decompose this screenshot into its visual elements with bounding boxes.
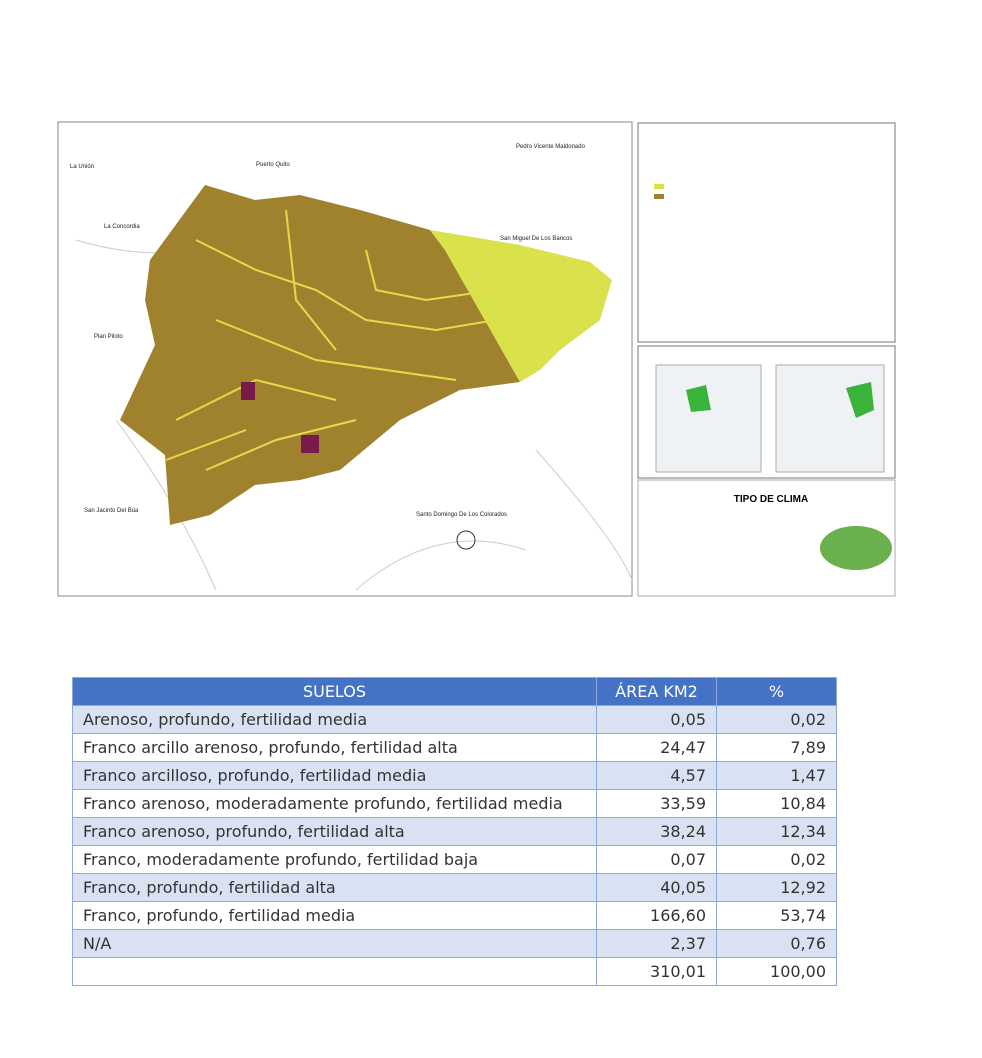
numeric-cell: 53,74 bbox=[716, 901, 837, 930]
table-row: Franco arenoso, moderadamente profundo, … bbox=[72, 789, 837, 818]
soil-cell bbox=[72, 957, 597, 986]
numeric-cell: 40,05 bbox=[596, 873, 717, 902]
soil-cell: Franco, moderadamente profundo, fertilid… bbox=[72, 845, 597, 874]
soil-cell: Franco arenoso, profundo, fertilidad alt… bbox=[72, 817, 597, 846]
table-row: Franco arcillo arenoso, profundo, fertil… bbox=[72, 733, 837, 762]
inset-map bbox=[655, 364, 762, 473]
logo bbox=[820, 526, 892, 570]
numeric-cell: 0,05 bbox=[596, 705, 717, 734]
soil-cell: Franco arcilloso, profundo, fertilidad m… bbox=[72, 761, 597, 790]
inset-highlight bbox=[686, 385, 711, 412]
table-row: Franco arcilloso, profundo, fertilidad m… bbox=[72, 761, 837, 790]
numeric-cell: 10,84 bbox=[716, 789, 837, 818]
legend-swatch bbox=[654, 194, 664, 199]
map-place-label: San Jacinto Del Búa bbox=[84, 508, 139, 514]
legend-box bbox=[637, 122, 896, 343]
header-cell: SUELOS bbox=[72, 677, 597, 706]
table-row: Franco arenoso, profundo, fertilidad alt… bbox=[72, 817, 837, 846]
numeric-cell: 0,02 bbox=[716, 845, 837, 874]
numeric-cell: 0,02 bbox=[716, 705, 837, 734]
numeric-cell: 4,57 bbox=[596, 761, 717, 790]
soil-cell: Franco arenoso, moderadamente profundo, … bbox=[72, 789, 597, 818]
numeric-cell: 38,24 bbox=[596, 817, 717, 846]
soil-cell: Franco, profundo, fertilidad media bbox=[72, 901, 597, 930]
numeric-cell: 24,47 bbox=[596, 733, 717, 762]
map-urban-area bbox=[301, 435, 319, 453]
soil-cell: Franco arcillo arenoso, profundo, fertil… bbox=[72, 733, 597, 762]
map-place-label: Santo Domingo De Los Colorados bbox=[416, 512, 507, 518]
map-place-label: San Miguel De Los Bancos bbox=[500, 236, 572, 242]
map-urban-area bbox=[241, 382, 255, 400]
numeric-cell: 310,01 bbox=[596, 957, 717, 986]
map-place-label: La Concordia bbox=[104, 224, 140, 230]
numeric-cell: 1,47 bbox=[716, 761, 837, 790]
map-region-yellow bbox=[430, 230, 612, 382]
map-title: TIPO DE CLIMA bbox=[734, 494, 808, 505]
map-place-label: La Unión bbox=[70, 164, 94, 170]
table-row: 310,01 100,00 bbox=[72, 957, 837, 986]
header-cell: ÁREA KM2 bbox=[596, 677, 717, 706]
numeric-cell: 166,60 bbox=[596, 901, 717, 930]
table-row: Franco, moderadamente profundo, fertilid… bbox=[72, 845, 837, 874]
soil-cell: Arenoso, profundo, fertilidad media bbox=[72, 705, 597, 734]
inset-highlight bbox=[846, 382, 874, 418]
soil-table: SUELOS ÁREA KM2% Arenoso, profundo, ferti… bbox=[72, 677, 837, 986]
legend-swatch bbox=[654, 184, 664, 189]
header-cell: % bbox=[716, 677, 837, 706]
map-compass bbox=[456, 530, 476, 550]
soil-cell: Franco, profundo, fertilidad alta bbox=[72, 873, 597, 902]
title-block bbox=[637, 479, 896, 597]
map-place-label: Plan Piloto bbox=[94, 334, 123, 340]
table-row: Franco, profundo, fertilidad media 166,60… bbox=[72, 901, 837, 930]
inset-map bbox=[775, 364, 885, 473]
table-row: Franco, profundo, fertilidad alta 40,05 12… bbox=[72, 873, 837, 902]
numeric-cell: 0,76 bbox=[716, 929, 837, 958]
table-row: N/A 2,37 0,76 bbox=[72, 929, 837, 958]
numeric-cell: 2,37 bbox=[596, 929, 717, 958]
map-figure: TIPO DE CLIMA La Unión Puerto Quito Pedro … bbox=[57, 121, 896, 597]
map-roads bbox=[165, 209, 497, 471]
numeric-cell: 12,92 bbox=[716, 873, 837, 902]
numeric-cell: 100,00 bbox=[716, 957, 837, 986]
numeric-cell: 0,07 bbox=[596, 845, 717, 874]
map-place-label: Puerto Quito bbox=[256, 162, 290, 168]
numeric-cell: 7,89 bbox=[716, 733, 837, 762]
map-place-label: Pedro Vicente Maldonado bbox=[516, 144, 586, 150]
numeric-cell: 33,59 bbox=[596, 789, 717, 818]
table-row: Arenoso, profundo, fertilidad media 0,05 0… bbox=[72, 705, 837, 734]
numeric-cell: 12,34 bbox=[716, 817, 837, 846]
soil-cell: N/A bbox=[72, 929, 597, 958]
